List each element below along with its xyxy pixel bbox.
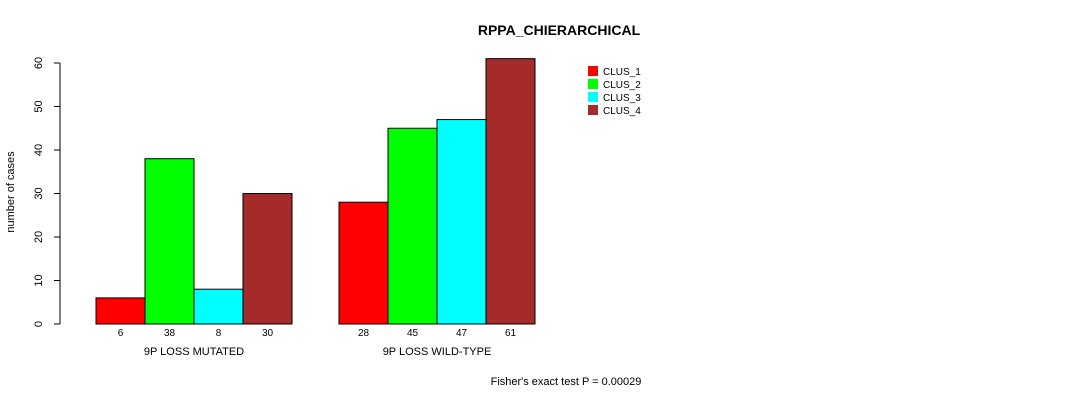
bar-clus-4-0 <box>242 193 293 325</box>
y-tick-label: 20 <box>33 231 45 243</box>
category-label: 9P LOSS MUTATED <box>144 346 244 358</box>
bar-clus-2-1 <box>387 127 438 325</box>
bar-clus-2-0 <box>144 158 195 325</box>
bars-group <box>95 58 536 325</box>
bar-value-label: 38 <box>164 328 176 339</box>
category-labels-group: 9P LOSS MUTATED 9P LOSS WILD-TYPE <box>144 346 491 358</box>
y-tick-label: 40 <box>33 144 45 156</box>
category-label: 9P LOSS WILD-TYPE <box>383 346 492 358</box>
legend: CLUS_1 CLUS_2 CLUS_3 CLUS_4 <box>588 66 641 117</box>
bar-value-label: 28 <box>358 328 370 339</box>
y-tick-label: 0 <box>33 321 45 327</box>
bar-clus-3-1 <box>436 119 487 325</box>
bar-clus-1-1 <box>338 201 389 325</box>
value-labels-group: 6 38 8 30 28 45 47 61 <box>118 328 517 339</box>
y-tick-label: 50 <box>33 100 45 112</box>
y-axis: 0 10 20 30 40 50 60 <box>33 57 61 327</box>
legend-swatch-clus-2 <box>588 79 598 89</box>
y-tick-label: 60 <box>33 57 45 69</box>
bar-clus-3-0 <box>193 288 244 325</box>
bar-value-label: 8 <box>216 328 222 339</box>
y-tick-label: 30 <box>33 187 45 199</box>
bar-clus-1-0 <box>95 297 146 325</box>
bar-value-label: 61 <box>505 328 517 339</box>
legend-swatch-clus-3 <box>588 92 598 102</box>
bar-value-label: 6 <box>118 328 124 339</box>
y-tick-label: 10 <box>33 274 45 286</box>
y-axis-label: number of cases <box>5 151 17 233</box>
fisher-test-footnote: Fisher's exact test P = 0.00029 <box>491 376 642 388</box>
legend-label: CLUS_4 <box>603 106 641 117</box>
legend-label: CLUS_1 <box>603 67 641 78</box>
bar-value-label: 45 <box>407 328 419 339</box>
legend-label: CLUS_3 <box>603 93 641 104</box>
bar-clus-4-1 <box>485 58 536 325</box>
chart-title: RPPA_CHIERARCHICAL <box>478 22 641 38</box>
legend-label: CLUS_2 <box>603 80 641 91</box>
legend-swatch-clus-4 <box>588 105 598 115</box>
bar-value-label: 47 <box>456 328 468 339</box>
bar-value-label: 30 <box>262 328 274 339</box>
legend-swatch-clus-1 <box>588 66 598 76</box>
